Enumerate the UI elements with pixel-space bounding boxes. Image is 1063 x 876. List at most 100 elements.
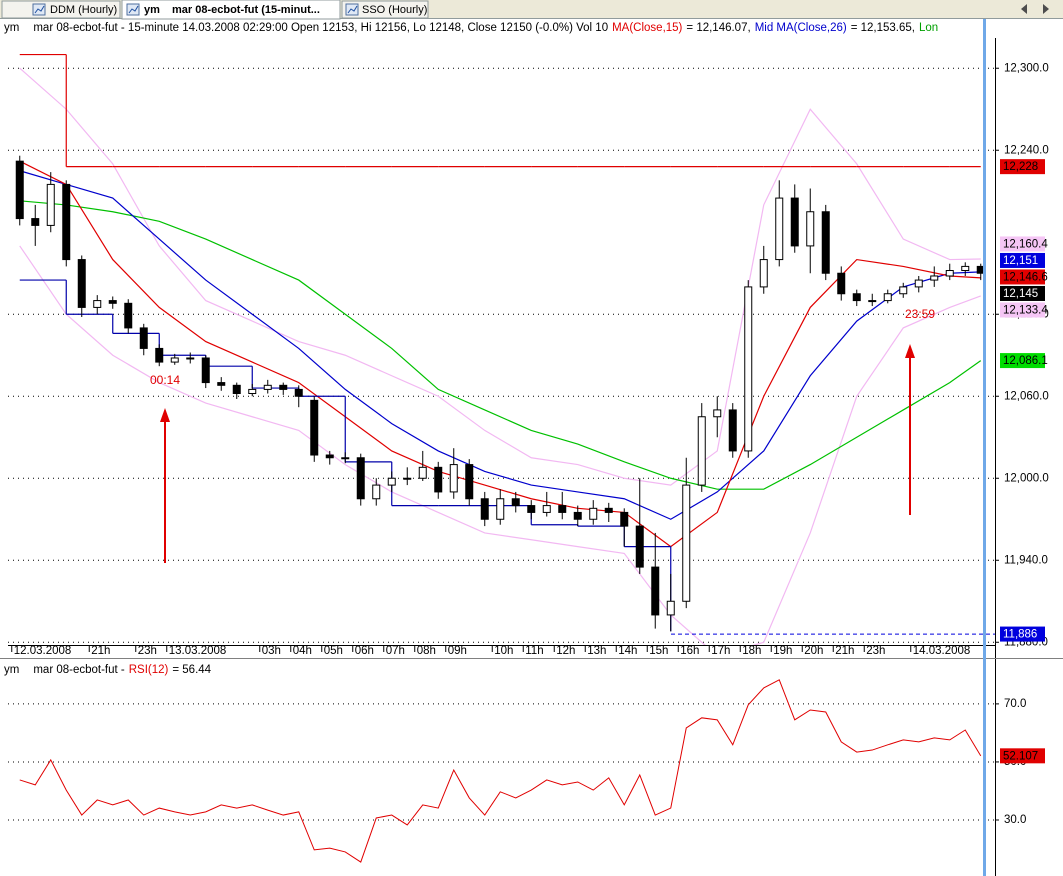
tab-label[interactable]: ym [144, 4, 160, 16]
price-label: 12,151 [1003, 255, 1038, 267]
price-label: 12,145 [1003, 288, 1038, 300]
price-label-box [1000, 269, 1045, 285]
header-part: = 12,153.65, [851, 22, 915, 34]
x-tick-label: 04h [293, 645, 312, 657]
tab[interactable]: DDM (Hourly) [1, 0, 121, 19]
header-part: Mid MA(Close,26) [755, 22, 847, 34]
y-tick-label: 11,940.0 [1004, 554, 1048, 566]
x-tick-label: 17h [711, 645, 730, 657]
indicator-line [19, 245, 981, 645]
header-part: ym [4, 22, 19, 34]
candle-body [325, 454, 334, 459]
tab-scroll-left[interactable] [1021, 4, 1027, 14]
tab-label[interactable]: SSO (Hourly) [362, 4, 427, 16]
y-tick-label: 30.0 [1004, 814, 1026, 826]
y-tick-label: 12,300.0 [1004, 62, 1049, 74]
candle-body [511, 498, 520, 507]
header-part: Lon [919, 22, 938, 34]
candle-body [263, 384, 272, 390]
x-tick-label: 23h [138, 645, 157, 657]
x-tick-label: 11h [525, 645, 543, 657]
candle-body [310, 399, 319, 456]
indicator-line [19, 200, 982, 490]
candle-body [775, 197, 784, 261]
indicator-line [19, 160, 981, 548]
x-tick-label: 23h [866, 645, 885, 657]
price-label: 12,160.4 [1003, 238, 1048, 250]
header-part: ym [4, 664, 19, 676]
candle-body [279, 384, 288, 390]
candle-body [728, 409, 737, 452]
price-label: 52.107 [1003, 750, 1038, 762]
price-label: 12,086.1 [1003, 355, 1048, 367]
price-label-box [1000, 252, 1045, 268]
candle-body [496, 498, 505, 520]
price-label: 12,146.6 [1003, 271, 1048, 283]
candle-body [961, 265, 970, 272]
x-tick-label: 10h [494, 645, 513, 657]
x-tick-label: 07h [386, 645, 405, 657]
candle-body [697, 416, 706, 486]
candle-body [77, 259, 86, 308]
candle-body [666, 600, 675, 616]
price-label-box [1000, 159, 1045, 175]
candle-body [635, 525, 644, 568]
tab-scroll-right[interactable] [1043, 4, 1049, 14]
price-label: 11,886 [1003, 629, 1037, 641]
candle-body [480, 498, 489, 520]
header-part: mar 08-ecbot-fut - 15-minute 14.03.2008 … [33, 22, 608, 34]
y-tick-label: 12,000.0 [1004, 472, 1049, 484]
tab[interactable]: SSO (Hourly) [341, 0, 429, 19]
x-tick-label: 21h [91, 645, 110, 657]
candle-body [387, 477, 396, 486]
candle-body [155, 347, 164, 363]
candle-body [620, 511, 629, 527]
candle-body [201, 357, 210, 384]
indicator-line [19, 170, 981, 520]
header-part: MA(Close,15) [612, 22, 682, 34]
candle-body [604, 507, 613, 513]
chart-header: ym mar 08-ecbot-fut - 15-minute 14.03.200… [4, 22, 938, 34]
candle-body [883, 293, 892, 302]
header-part: mar 08-ecbot-fut - [33, 664, 125, 676]
candle-body [852, 293, 861, 302]
candle-body [403, 477, 412, 480]
candle-body [527, 505, 536, 513]
candle-body [914, 279, 923, 288]
x-tick-label: 18h [742, 645, 761, 657]
candle-body [15, 160, 24, 220]
tab-label[interactable]: DDM (Hourly) [50, 4, 117, 16]
candle-body [139, 327, 148, 349]
y-tick-label: 12,060.0 [1004, 390, 1049, 402]
price-label-box [1000, 285, 1045, 301]
price-label-box [1000, 353, 1045, 369]
candle-body [294, 388, 303, 397]
candle-body [341, 457, 350, 460]
candle-body [837, 272, 846, 295]
candle-body [790, 197, 799, 247]
candle-body [651, 566, 660, 616]
x-tick-label: 12h [556, 645, 575, 657]
tab-active[interactable]: ym mar 08-ecbot-fut (15-minut... [121, 0, 341, 20]
candle-body [589, 507, 598, 520]
tab-label[interactable]: mar 08-ecbot-fut (15-minut... [172, 4, 320, 16]
x-tick-label: 21h [835, 645, 854, 657]
candle-body [899, 286, 908, 295]
candle-body [744, 286, 753, 452]
annotation: 00:14 [150, 373, 180, 387]
candle-body [806, 211, 815, 247]
price-label-box [1000, 626, 1045, 642]
candle-body [418, 466, 427, 479]
candle-body [232, 384, 241, 395]
x-tick-label: 05h [324, 645, 343, 657]
candle-body [434, 466, 443, 493]
candle-body [46, 183, 55, 226]
annotation-arrow [905, 344, 915, 515]
header-part: = 56.44 [172, 664, 211, 676]
candle-body [108, 300, 117, 304]
candle-body [573, 511, 582, 520]
x-tick-label: 20h [804, 645, 823, 657]
candle-body [449, 464, 458, 493]
candle-body [372, 484, 381, 500]
x-tick-label: 13h [587, 645, 606, 657]
